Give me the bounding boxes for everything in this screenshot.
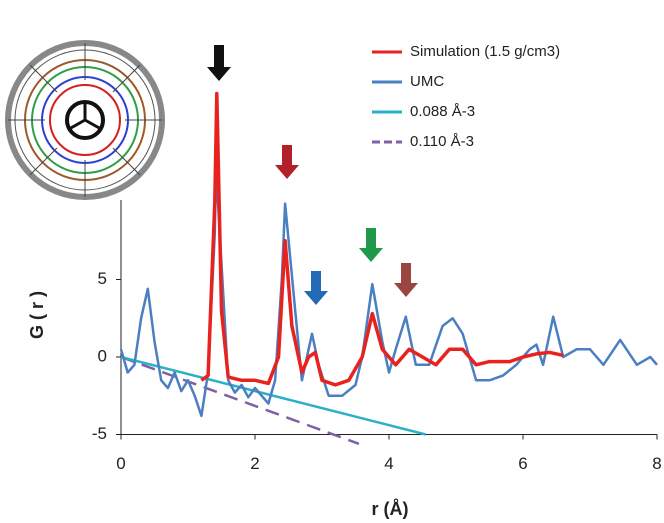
series-line — [119, 168, 658, 418]
series-line — [120, 355, 427, 436]
x-tick-label: 2 — [250, 454, 259, 473]
legend-label: Simulation (1.5 g/cm3) — [410, 43, 560, 60]
x-axis-label: r (Å) — [372, 499, 409, 519]
x-tick-label: 8 — [652, 454, 661, 473]
y-tick-label: -5 — [92, 424, 107, 443]
series-line — [120, 355, 360, 445]
legend-label: 0.110 Å-3 — [410, 133, 474, 150]
arrows — [207, 45, 418, 305]
series-line — [200, 91, 564, 387]
y-axis-label: G ( r ) — [27, 291, 47, 339]
legend-label: 0.088 Å-3 — [410, 103, 475, 120]
y-tick-label: 5 — [98, 269, 107, 288]
structure-inset — [5, 40, 165, 200]
legend-label: UMC — [410, 73, 444, 90]
x-tick-label: 6 — [518, 454, 527, 473]
x-tick-label: 0 — [116, 454, 125, 473]
y-tick-label: 0 — [98, 346, 107, 365]
x-tick-label: 4 — [384, 454, 393, 473]
